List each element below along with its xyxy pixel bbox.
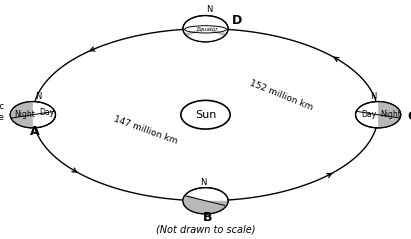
Circle shape (183, 188, 228, 214)
Text: Equator: Equator (196, 27, 218, 32)
Text: Day: Day (361, 109, 376, 119)
Circle shape (356, 102, 401, 128)
Text: A: A (30, 125, 40, 138)
Text: 152 million km: 152 million km (249, 79, 314, 112)
Text: C: C (407, 109, 411, 123)
Wedge shape (378, 102, 401, 128)
Text: (Not drawn to scale): (Not drawn to scale) (156, 224, 255, 234)
Wedge shape (184, 29, 227, 42)
Text: Night: Night (14, 109, 35, 119)
Text: Night: Night (380, 109, 401, 119)
Text: Sun: Sun (195, 110, 216, 120)
Text: Arctic
Circle: Arctic Circle (0, 102, 5, 122)
Circle shape (10, 102, 55, 128)
Wedge shape (187, 29, 224, 42)
Text: B: B (203, 211, 212, 224)
Text: N: N (35, 92, 42, 101)
Wedge shape (183, 194, 206, 207)
Text: Day: Day (39, 108, 54, 117)
Text: 147 million km: 147 million km (113, 114, 179, 146)
Text: N: N (206, 5, 212, 15)
Wedge shape (183, 201, 228, 214)
Wedge shape (10, 102, 33, 128)
Text: D: D (232, 14, 242, 27)
Text: N: N (370, 92, 377, 101)
Circle shape (181, 100, 230, 129)
Text: N: N (200, 178, 206, 187)
Circle shape (183, 16, 228, 42)
